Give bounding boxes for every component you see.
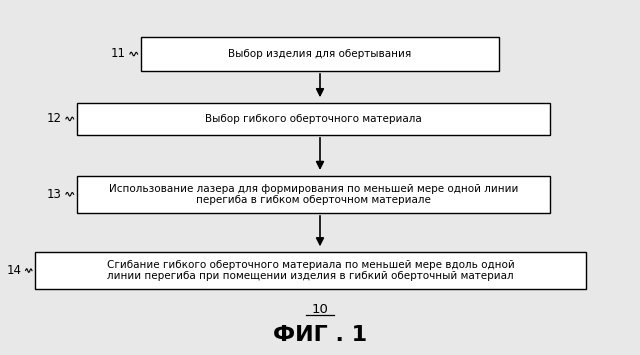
- Text: перегиба в гибком оберточном материале: перегиба в гибком оберточном материале: [196, 195, 431, 205]
- Text: 11: 11: [111, 48, 126, 60]
- Text: Сгибание гибкого оберточного материала по меньшей мере вдоль одной: Сгибание гибкого оберточного материала п…: [106, 260, 515, 271]
- FancyBboxPatch shape: [35, 252, 586, 289]
- FancyBboxPatch shape: [77, 176, 550, 213]
- Text: Использование лазера для формирования по меньшей мере одной линии: Использование лазера для формирования по…: [109, 184, 518, 194]
- Text: линии перегиба при помещении изделия в гибкий оберточный материал: линии перегиба при помещении изделия в г…: [107, 271, 514, 281]
- Text: 12: 12: [47, 113, 62, 125]
- FancyBboxPatch shape: [77, 103, 550, 135]
- Text: Выбор гибкого оберточного материала: Выбор гибкого оберточного материала: [205, 114, 422, 124]
- FancyBboxPatch shape: [141, 37, 499, 71]
- Text: 13: 13: [47, 188, 62, 201]
- Text: 14: 14: [6, 264, 22, 277]
- Text: 10: 10: [312, 303, 328, 316]
- Text: Выбор изделия для обертывания: Выбор изделия для обертывания: [228, 49, 412, 59]
- Text: ФИГ . 1: ФИГ . 1: [273, 326, 367, 345]
